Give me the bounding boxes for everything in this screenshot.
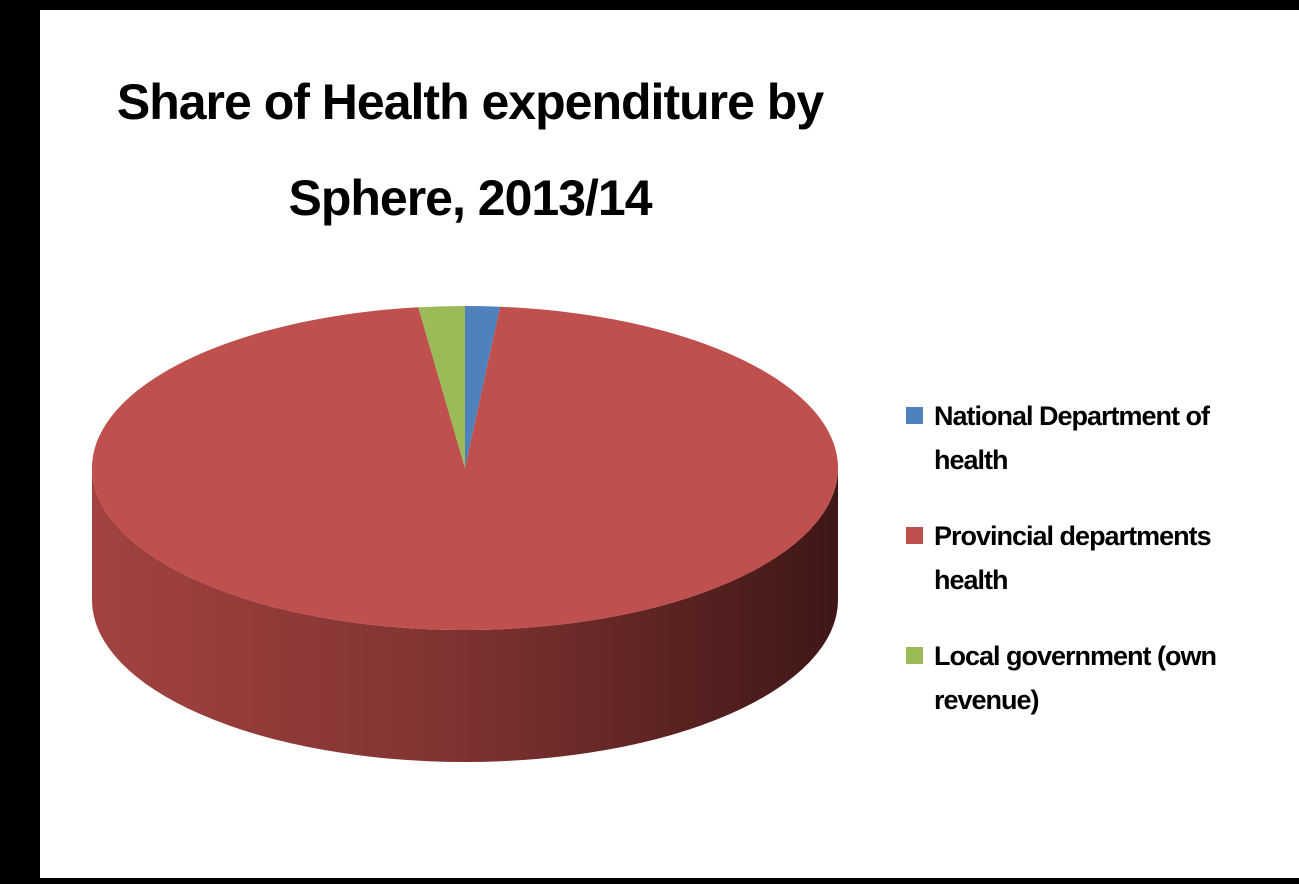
pie-slice-national bbox=[465, 306, 501, 468]
chart-title-line-2: Sphere, 2013/14 bbox=[288, 170, 652, 226]
legend-swatch-national bbox=[906, 407, 923, 424]
legend-label-local-line-2: revenue) bbox=[934, 685, 1040, 715]
legend-swatch-local bbox=[906, 647, 923, 664]
legend-label-local-line-1: Local government (own bbox=[934, 641, 1217, 671]
legend-label-national-line-2: health bbox=[934, 445, 1009, 475]
legend-label-provincial-line-1: Provincial departments bbox=[934, 521, 1212, 551]
pie-slice-local bbox=[418, 306, 465, 468]
chart-title-line-1: Share of Health expenditure by bbox=[116, 74, 824, 130]
legend-swatch-provincial bbox=[906, 527, 923, 544]
legend-item-national: National Department of health bbox=[906, 394, 1296, 482]
chart-area: Share of Health expenditure by Sphere, 2… bbox=[40, 10, 1299, 878]
chart-legend: National Department of health Provincial… bbox=[906, 394, 1296, 754]
legend-item-local: Local government (own revenue) bbox=[906, 634, 1296, 722]
chart-title: Share of Health expenditure by Sphere, 2… bbox=[40, 54, 900, 246]
pie-chart bbox=[91, 306, 838, 762]
legend-label-national-line-1: National Department of bbox=[934, 401, 1210, 431]
legend-item-provincial: Provincial departments health bbox=[906, 514, 1296, 602]
legend-label-provincial-line-2: health bbox=[934, 565, 1009, 595]
pie-side-wall bbox=[92, 468, 838, 762]
pie-slice-provincial bbox=[91, 306, 838, 630]
